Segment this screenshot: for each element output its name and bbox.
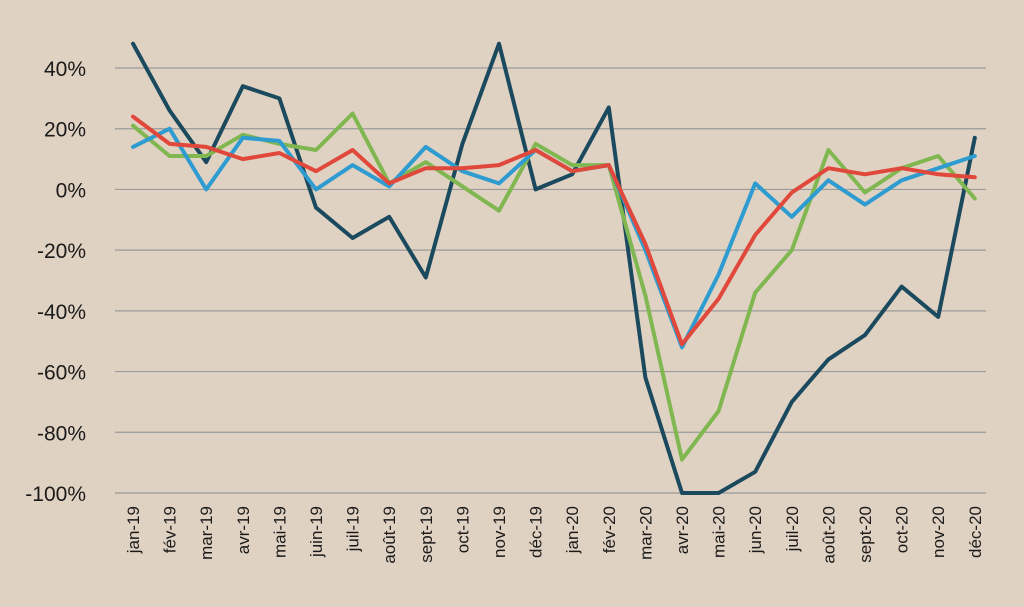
series-line-4: [131, 114, 977, 347]
x-tick-label: nov-20: [929, 506, 948, 558]
y-tick-label: -100%: [25, 483, 86, 506]
gridlines: [115, 67, 986, 494]
x-tick-label: juil-20: [783, 506, 802, 552]
x-tick-label: oct-20: [893, 506, 912, 553]
x-axis-ticks: jan-19 fév-19 mar-19 avr-19 mai-19 juin-19 jui…: [124, 506, 985, 564]
y-tick-label: -60%: [37, 362, 86, 385]
x-tick-label: oct-19: [453, 506, 472, 553]
x-tick-label: sept-20: [856, 506, 875, 563]
series-line-2: [131, 111, 977, 462]
x-tick-label: déc-20: [966, 506, 985, 558]
y-tick-label: 20%: [44, 119, 86, 142]
x-tick-label: nov-19: [490, 506, 509, 558]
x-tick-label: mai-19: [270, 506, 289, 558]
y-tick-label: -20%: [37, 240, 86, 263]
x-tick-label: août-20: [819, 506, 838, 564]
x-tick-label: jun-20: [746, 506, 765, 554]
x-tick-label: juin-19: [307, 506, 326, 558]
x-tick-label: mar-19: [197, 506, 216, 560]
x-tick-label: fév-19: [161, 506, 180, 553]
x-tick-label: mai-20: [710, 506, 729, 558]
x-tick-label: déc-19: [527, 506, 546, 558]
y-axis-ticks: 40% 20% 0% -20% -40% -60% -80% -100%: [25, 58, 86, 506]
x-tick-label: août-19: [380, 506, 399, 564]
y-tick-label: 40%: [44, 58, 86, 81]
y-tick-label: -80%: [37, 422, 86, 445]
x-tick-label: avr-20: [673, 506, 692, 554]
series-line-1: [131, 41, 977, 495]
y-tick-label: -40%: [37, 301, 86, 324]
x-tick-label: avr-19: [234, 506, 253, 554]
y-tick-label: 0%: [56, 179, 86, 202]
x-tick-label: jan-19: [124, 506, 143, 554]
x-tick-label: juil-19: [344, 506, 363, 552]
series-lines: [131, 41, 977, 495]
x-tick-label: fév-20: [600, 506, 619, 553]
x-tick-label: mar-20: [636, 506, 655, 560]
x-tick-label: sept-19: [417, 506, 436, 563]
x-tick-label: jan-20: [563, 506, 582, 554]
